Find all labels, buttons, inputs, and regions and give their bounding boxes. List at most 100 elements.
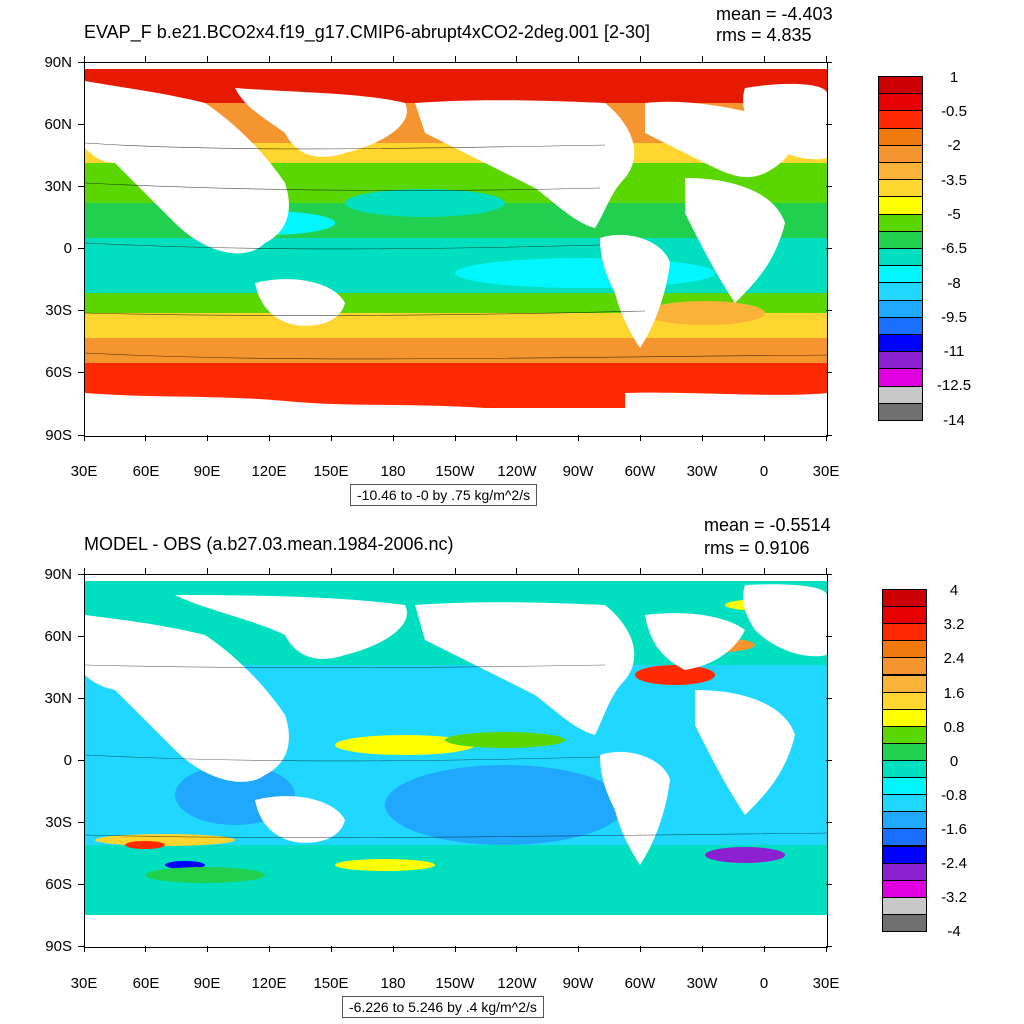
axis-tick bbox=[78, 434, 84, 436]
axis-tick bbox=[269, 568, 270, 574]
bottom-colorbar-label: 4 bbox=[949, 582, 959, 599]
top-lon-label: 150W bbox=[435, 463, 475, 480]
axis-tick bbox=[826, 573, 832, 575]
bottom-colorbar-label: 0.8 bbox=[943, 719, 965, 736]
axis-tick bbox=[578, 56, 580, 62]
top-colorbar-label: -8 bbox=[947, 275, 961, 292]
axis-tick bbox=[516, 435, 518, 441]
top-mean: mean = -4.403 bbox=[716, 4, 833, 24]
axis-tick bbox=[763, 946, 765, 952]
bottom-colorbar-label: -1.6 bbox=[941, 821, 967, 838]
top-colorbar-label: 1 bbox=[949, 69, 959, 86]
axis-tick bbox=[145, 946, 147, 952]
colorbar-swatch bbox=[878, 196, 923, 215]
axis-tick bbox=[78, 821, 84, 823]
axis-tick bbox=[826, 821, 832, 823]
colorbar-swatch bbox=[882, 879, 927, 898]
top-colorbar-label: -12.5 bbox=[936, 377, 972, 394]
bottom-lon-label: 150W bbox=[435, 975, 475, 992]
axis-tick bbox=[640, 946, 641, 952]
axis-tick bbox=[78, 310, 84, 312]
colorbar-swatch bbox=[878, 248, 923, 267]
top-lat-label: 90N bbox=[44, 54, 72, 71]
axis-tick bbox=[145, 435, 147, 441]
bottom-lon-label: 60W bbox=[624, 975, 656, 992]
axis-tick bbox=[826, 759, 832, 761]
axis-tick bbox=[825, 56, 827, 62]
axis-tick bbox=[78, 573, 84, 575]
colorbar-swatch bbox=[882, 777, 927, 796]
axis-tick bbox=[78, 635, 84, 637]
bottom-range-label: -6.226 to 5.246 by .4 kg/m^2/s bbox=[342, 996, 544, 1018]
colorbar-swatch bbox=[878, 179, 923, 198]
bottom-lat-label: 60N bbox=[44, 628, 72, 645]
colorbar-swatch bbox=[878, 368, 923, 387]
axis-tick bbox=[578, 568, 580, 574]
axis-tick bbox=[516, 56, 518, 62]
top-lat-label: 0 bbox=[63, 240, 72, 257]
bottom-lon-label: 90W bbox=[562, 975, 594, 992]
top-lon-label: 90W bbox=[562, 463, 594, 480]
top-rms: rms = 4.835 bbox=[716, 25, 812, 45]
colorbar-swatch bbox=[882, 725, 927, 744]
bottom-mean: mean = -0.5514 bbox=[704, 515, 831, 535]
axis-tick bbox=[826, 697, 832, 699]
bottom-title: MODEL - OBS (a.b27.03.mean.1984-2006.nc) bbox=[84, 534, 454, 554]
axis-tick bbox=[640, 56, 641, 62]
colorbar-swatch bbox=[878, 299, 923, 318]
colorbar-swatch bbox=[882, 623, 927, 642]
top-colorbar-label: -11 bbox=[943, 343, 965, 360]
axis-tick bbox=[825, 946, 827, 952]
colorbar-swatch bbox=[878, 76, 923, 95]
colorbar-swatch bbox=[882, 828, 927, 847]
top-colorbar-label: -5 bbox=[947, 206, 961, 223]
colorbar-swatch bbox=[878, 213, 923, 232]
top-colorbar-label: -9.5 bbox=[941, 309, 967, 326]
top-title: EVAP_F b.e21.BCO2x4.f19_g17.CMIP6-abrupt… bbox=[84, 22, 650, 42]
axis-tick bbox=[826, 883, 832, 885]
colorbar-swatch bbox=[878, 351, 923, 370]
axis-tick bbox=[78, 185, 84, 187]
axis-tick bbox=[145, 568, 147, 574]
axis-tick bbox=[78, 372, 84, 374]
colorbar-swatch bbox=[878, 316, 923, 335]
bottom-colorbar-label: -2.4 bbox=[941, 855, 967, 872]
colorbar-swatch bbox=[878, 110, 923, 129]
colorbar-swatch bbox=[882, 913, 927, 932]
axis-tick bbox=[392, 946, 394, 952]
top-lon-label: 120E bbox=[251, 463, 287, 480]
colorbar-swatch bbox=[878, 334, 923, 353]
top-lon-label: 120W bbox=[497, 463, 537, 480]
axis-tick bbox=[269, 946, 270, 952]
top-colorbar-label: -0.5 bbox=[941, 103, 967, 120]
bottom-colorbar-label: -4 bbox=[947, 923, 961, 940]
axis-tick bbox=[763, 435, 765, 441]
axis-tick bbox=[701, 435, 703, 441]
axis-tick bbox=[516, 568, 518, 574]
axis-tick bbox=[78, 248, 84, 249]
axis-tick bbox=[330, 946, 332, 952]
axis-tick bbox=[269, 435, 270, 441]
axis-tick bbox=[392, 435, 394, 441]
bottom-colorbar-label: -0.8 bbox=[941, 787, 967, 804]
colorbar-swatch bbox=[878, 93, 923, 112]
bottom-lat-label: 0 bbox=[63, 752, 72, 769]
bottom-colorbar-label: 2.4 bbox=[943, 650, 965, 667]
axis-tick bbox=[826, 61, 832, 63]
top-lon-label: 60W bbox=[624, 463, 656, 480]
axis-tick bbox=[578, 946, 580, 952]
axis-tick bbox=[825, 568, 827, 574]
axis-tick bbox=[454, 568, 456, 574]
axis-tick bbox=[454, 435, 456, 441]
axis-tick bbox=[78, 759, 84, 761]
axis-tick bbox=[207, 568, 209, 574]
axis-tick bbox=[640, 435, 641, 441]
bottom-lon-label: 0 bbox=[759, 975, 769, 992]
axis-tick bbox=[78, 945, 84, 947]
colorbar-swatch bbox=[882, 589, 927, 608]
top-lon-label: 180 bbox=[380, 463, 406, 480]
bottom-lon-label: 60E bbox=[132, 975, 160, 992]
colorbar-swatch bbox=[878, 127, 923, 146]
top-map bbox=[84, 62, 828, 437]
top-lat-label: 90S bbox=[45, 427, 72, 444]
